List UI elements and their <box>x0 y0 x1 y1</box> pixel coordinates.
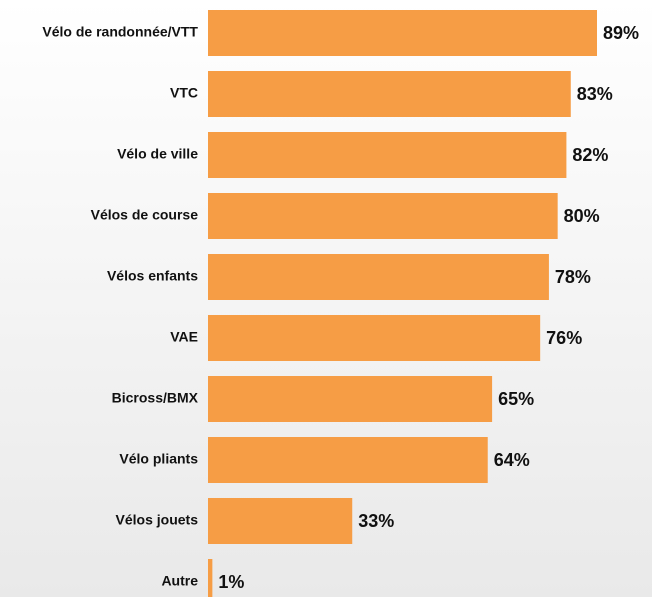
category-label: Vélos de course <box>91 207 199 223</box>
bar <box>208 10 597 56</box>
value-label: 80% <box>564 206 600 226</box>
category-label: Vélos jouets <box>116 512 199 528</box>
value-label: 64% <box>494 450 530 470</box>
value-label: 76% <box>546 328 582 348</box>
value-label: 78% <box>555 267 591 287</box>
value-label: 1% <box>218 572 244 592</box>
value-label: 33% <box>358 511 394 531</box>
category-label: Vélo de ville <box>117 146 198 162</box>
category-label: Vélo de randonnée/VTT <box>42 24 198 40</box>
bar <box>208 437 488 483</box>
category-label: VTC <box>170 85 198 101</box>
bar <box>208 254 549 300</box>
bar <box>208 315 541 361</box>
bar <box>208 132 567 178</box>
value-label: 89% <box>603 23 639 43</box>
bar <box>208 559 213 597</box>
bar <box>208 376 493 422</box>
category-label: Autre <box>161 573 198 589</box>
value-label: 65% <box>498 389 534 409</box>
value-label: 82% <box>572 145 608 165</box>
category-label: VAE <box>170 329 198 345</box>
bar <box>208 193 558 239</box>
value-label: 83% <box>577 84 613 104</box>
category-label: Vélos enfants <box>107 268 198 284</box>
category-label: Vélo pliants <box>119 451 198 467</box>
bar <box>208 498 353 544</box>
category-label: Bicross/BMX <box>112 390 199 406</box>
bar <box>208 71 571 117</box>
